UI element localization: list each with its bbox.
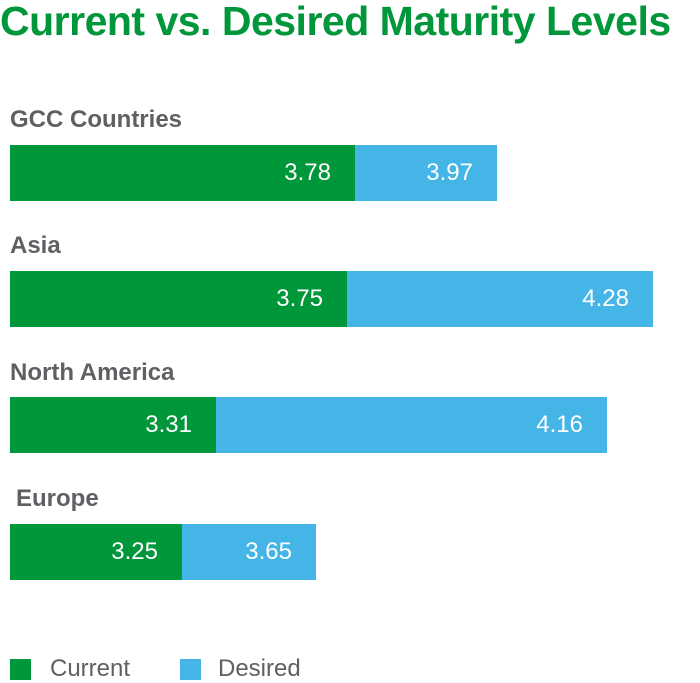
data-label-desired-asia: 4.28	[582, 285, 629, 312]
chart-title: Current vs. Desired Maturity Levels	[0, 0, 671, 44]
category-label-asia: Asia	[10, 232, 61, 259]
data-label-current-gcc: 3.78	[284, 159, 331, 186]
bar-current-asia: 3.75	[10, 271, 347, 327]
category-label-europe: Europe	[16, 485, 99, 512]
bar-current-europe: 3.25	[10, 524, 182, 580]
legend-swatch-current	[10, 659, 31, 680]
legend-label-current: Current	[50, 655, 131, 682]
data-label-current-europe: 3.25	[111, 538, 158, 565]
bar-current-north-america: 3.31	[10, 397, 216, 453]
category-label-north-america: North America	[10, 359, 175, 386]
bar-desired-north-america: 4.16	[216, 397, 607, 453]
bar-current-gcc: 3.78	[10, 145, 355, 201]
bar-desired-gcc: 3.97	[355, 145, 497, 201]
category-label-gcc: GCC Countries	[10, 106, 183, 133]
bar-desired-europe: 3.65	[182, 524, 316, 580]
bar-desired-asia: 4.28	[347, 271, 653, 327]
data-label-current-asia: 3.75	[276, 285, 323, 312]
data-label-desired-europe: 3.65	[245, 538, 292, 565]
legend-swatch-desired	[180, 659, 201, 680]
data-label-current-north-america: 3.31	[145, 411, 192, 438]
data-label-desired-gcc: 3.97	[426, 159, 473, 186]
data-label-desired-north-america: 4.16	[536, 411, 583, 438]
legend-label-desired: Desired	[218, 655, 301, 682]
